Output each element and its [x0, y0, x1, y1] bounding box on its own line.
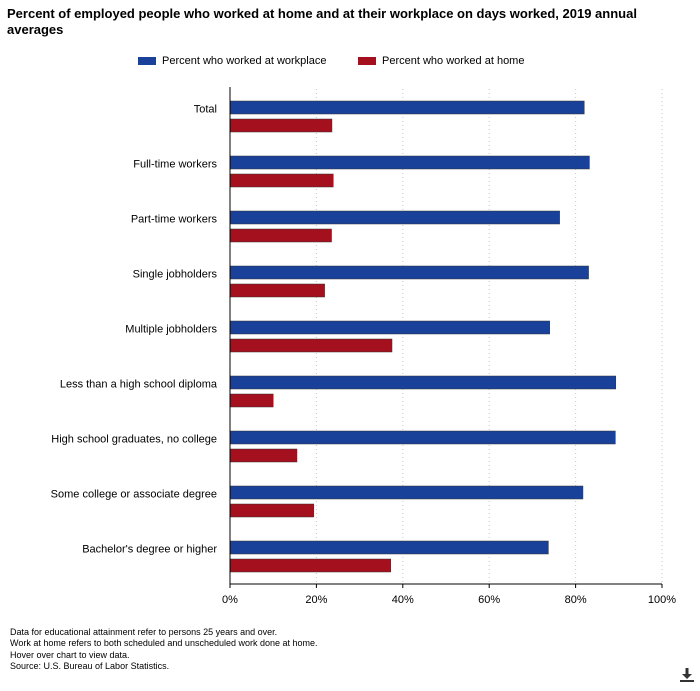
- bar-home[interactable]: [229, 283, 325, 298]
- category-label: Single jobholders: [133, 269, 218, 281]
- legend-label-workplace: Percent who worked at workplace: [162, 55, 327, 67]
- category-label: Full-time workers: [133, 159, 217, 171]
- bar-home[interactable]: [229, 118, 333, 133]
- bar-workplace[interactable]: [229, 430, 616, 445]
- category-label: Multiple jobholders: [125, 324, 217, 336]
- x-tick-label: 20%: [305, 594, 327, 606]
- category-label: Bachelor's degree or higher: [82, 544, 217, 556]
- footnote: Source: U.S. Bureau of Labor Statistics.: [10, 661, 170, 672]
- x-tick-label: 40%: [392, 594, 414, 606]
- bar-workplace[interactable]: [229, 100, 585, 115]
- chart-legend: Percent who worked at workplace Percent …: [0, 55, 700, 71]
- bar-workplace[interactable]: [229, 210, 560, 225]
- x-tick-label: 0%: [222, 594, 238, 606]
- category-label: Less than a high school diploma: [60, 379, 218, 391]
- chart-title: Percent of employed people who worked at…: [7, 6, 637, 37]
- bar-chart[interactable]: Total Full-time workers Part-time workers S…: [0, 0, 700, 620]
- category-label: High school graduates, no college: [51, 434, 217, 446]
- bar-home[interactable]: [229, 503, 315, 518]
- x-tick-label: 60%: [478, 594, 500, 606]
- footnote: Work at home refers to both scheduled an…: [10, 638, 318, 649]
- bar-home[interactable]: [229, 173, 334, 188]
- bar-home[interactable]: [229, 393, 274, 408]
- bar-home[interactable]: [229, 448, 298, 463]
- download-icon[interactable]: [679, 667, 695, 683]
- footnote: Data for educational attainment refer to…: [10, 627, 278, 637]
- bar-home[interactable]: [229, 338, 393, 353]
- legend-item-home[interactable]: Percent who worked at home: [358, 55, 524, 67]
- bar-home[interactable]: [229, 228, 332, 243]
- category-label: Part-time workers: [131, 214, 218, 226]
- bar-workplace[interactable]: [229, 265, 589, 280]
- legend-label-home: Percent who worked at home: [382, 55, 525, 67]
- legend-swatch-home: [358, 57, 376, 65]
- x-tick-label: 100%: [648, 594, 676, 606]
- bar-workplace[interactable]: [229, 155, 590, 170]
- footnotes: Data for educational attainment refer to…: [10, 627, 318, 673]
- bar-home[interactable]: [229, 558, 391, 573]
- x-tick-label: 80%: [565, 594, 587, 606]
- bar-workplace[interactable]: [229, 375, 617, 390]
- category-label: Total: [194, 104, 217, 116]
- bar-workplace[interactable]: [229, 485, 584, 500]
- category-label: Some college or associate degree: [51, 489, 217, 501]
- legend-item-workplace[interactable]: Percent who worked at workplace: [138, 55, 326, 67]
- legend-swatch-workplace: [138, 57, 156, 65]
- bar-workplace[interactable]: [229, 320, 550, 335]
- bar-workplace[interactable]: [229, 540, 549, 555]
- footnote: Hover over chart to view data.: [10, 649, 130, 660]
